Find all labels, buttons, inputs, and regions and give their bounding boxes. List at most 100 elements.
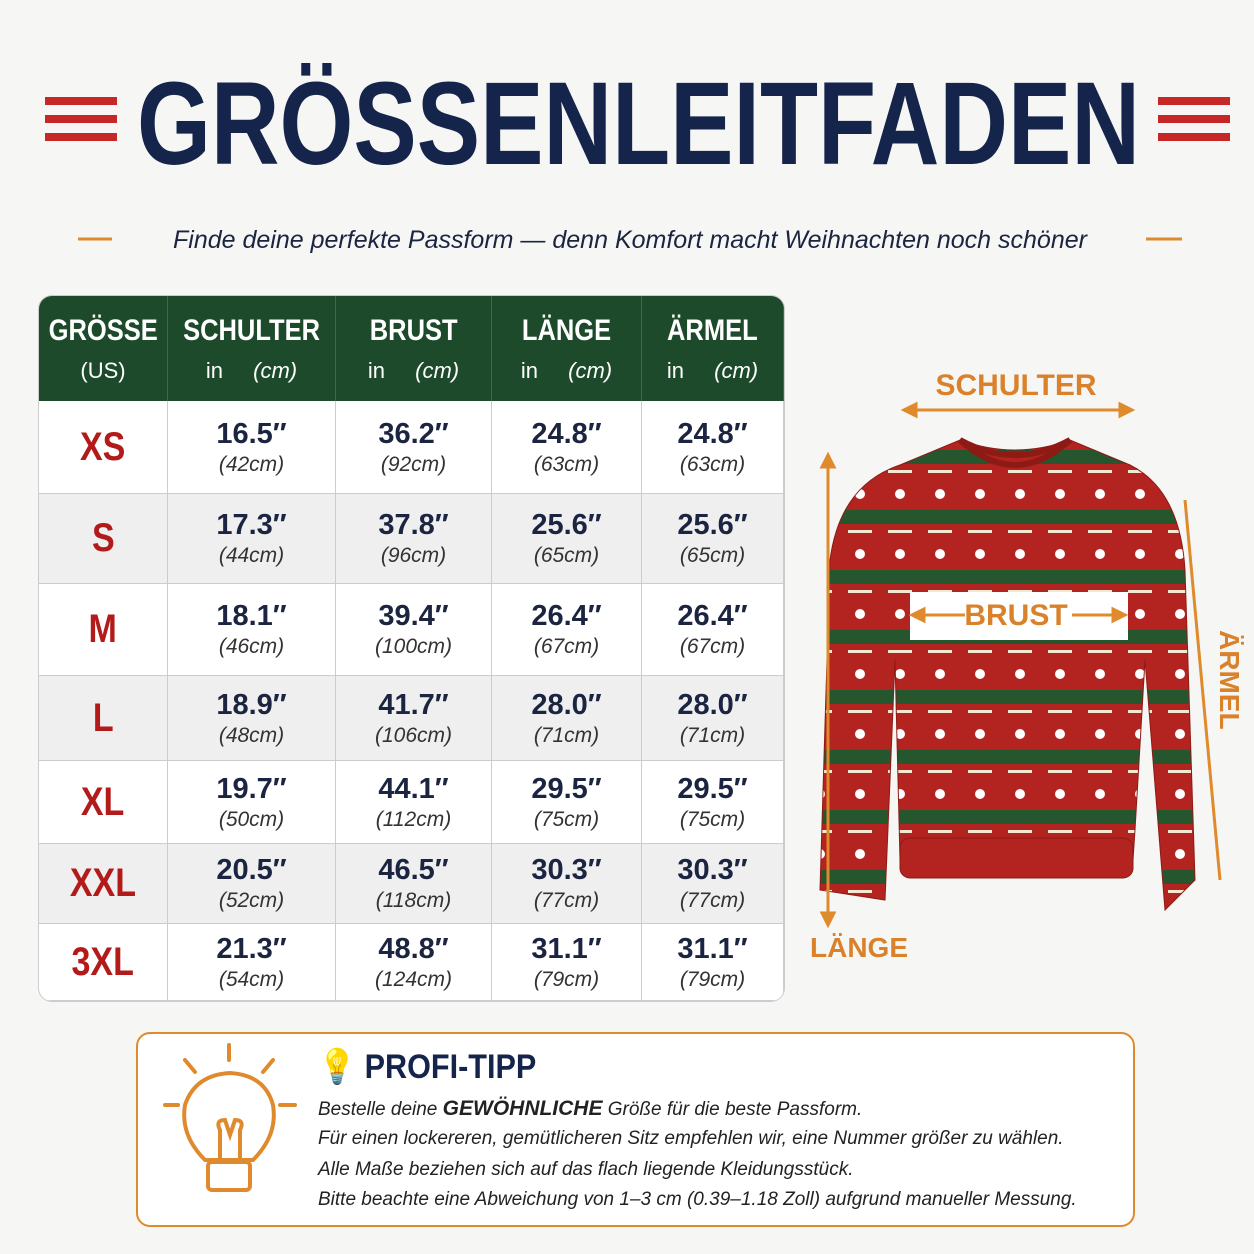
inch-value: 28.0″: [677, 688, 748, 721]
tip-line: Bestelle deine GEWÖHNLICHE Größe für die…: [318, 1097, 862, 1121]
cm-value: (79cm): [533, 967, 600, 991]
unit: in: [367, 357, 385, 383]
measure-cell: 24.8″ (63cm): [492, 401, 642, 494]
size-label: XXL: [69, 861, 137, 905]
cm-value: (124cm): [374, 967, 453, 991]
emphasis: GEWÖHNLICHE: [442, 1097, 603, 1120]
measure-cell: 44.1″ (112cm): [336, 761, 492, 844]
cm-value: (92cm): [380, 452, 447, 476]
header-units: in (cm): [521, 358, 612, 384]
unit: (cm): [568, 357, 613, 383]
cm-value: (67cm): [533, 635, 600, 658]
tip-line: Für einen lockereren, gemütlicheren Sitz…: [318, 1128, 1064, 1149]
header: GRÖSSENLEITFADEN Finde deine perfekte Pa…: [45, 58, 1230, 254]
chest-label: BRUST: [964, 599, 1067, 632]
cm-value: (75cm): [679, 807, 746, 831]
size-cell: L: [39, 676, 168, 761]
measure-cell: 26.4″ (67cm): [642, 584, 784, 676]
measure-cell: 30.3″ (77cm): [492, 844, 642, 924]
header-label: LÄNGE: [521, 313, 612, 347]
unit: (cm): [714, 357, 759, 383]
header-units: in (cm): [368, 358, 459, 384]
header-cell: BRUST in (cm): [336, 296, 492, 401]
header-label: SCHULTER: [183, 313, 320, 347]
inch-value: 46.5″: [378, 854, 449, 886]
measure-cell: 26.4″ (67cm): [492, 584, 642, 676]
unit: in: [205, 357, 223, 383]
measure-cell: 29.5″ (75cm): [642, 761, 784, 844]
inch-value: 29.5″: [677, 772, 748, 805]
measure-cell: 24.8″ (63cm): [642, 401, 784, 494]
hem: [899, 837, 1134, 879]
unit: (US): [80, 357, 126, 383]
measure-cell: 21.3″ (54cm): [168, 924, 336, 1001]
size-label: S: [91, 516, 115, 560]
cm-value: (65cm): [679, 544, 746, 567]
tip-box: [136, 1032, 1135, 1227]
size-label: L: [92, 695, 114, 740]
tip-title: PROFI-TIPP: [364, 1048, 537, 1086]
text: Bestelle deine: [318, 1099, 443, 1120]
measure-cell: 36.2″ (92cm): [336, 401, 492, 494]
inch-value: 24.8″: [531, 417, 602, 450]
cm-value: (50cm): [218, 807, 285, 831]
title: GRÖSSENLEITFADEN: [137, 58, 1140, 190]
measure-cell: 37.8″ (96cm): [336, 494, 492, 584]
inch-value: 30.3″: [677, 854, 748, 886]
inch-value: 37.8″: [378, 509, 449, 541]
header-cell: GRÖSSE (US): [39, 296, 168, 401]
size-table: GRÖSSE (US) SCHULTER in (cm) BRUST in (cm) LÄN…: [38, 295, 785, 1002]
inch-value: 41.7″: [378, 688, 449, 721]
measure-cell: 31.1″ (79cm): [492, 924, 642, 1001]
cm-value: (77cm): [679, 889, 746, 912]
inch-value: 44.1″: [378, 772, 449, 805]
measure-cell: 18.1″ (46cm): [168, 584, 336, 676]
header-units: in (cm): [206, 358, 297, 384]
header-units: in (cm): [667, 358, 758, 384]
tip-line: Alle Maße beziehen sich auf das flach li…: [318, 1159, 854, 1180]
inch-value: 16.5″: [216, 417, 287, 450]
inch-value: 20.5″: [216, 854, 287, 886]
size-cell: XS: [39, 401, 168, 494]
size-cell: S: [39, 494, 168, 584]
measure-cell: 25.6″ (65cm): [492, 494, 642, 584]
cm-value: (46cm): [218, 635, 285, 658]
size-cell: XL: [39, 761, 168, 844]
inch-value: 28.0″: [531, 688, 602, 721]
measure-cell: 25.6″ (65cm): [642, 494, 784, 584]
inch-value: 17.3″: [216, 509, 287, 541]
measure-cell: 17.3″ (44cm): [168, 494, 336, 584]
size-cell: 3XL: [39, 924, 168, 1001]
cm-value: (100cm): [374, 635, 453, 658]
cm-value: (48cm): [218, 723, 285, 747]
measure-cell: 20.5″ (52cm): [168, 844, 336, 924]
unit: in: [520, 357, 538, 383]
cm-value: (54cm): [218, 967, 285, 991]
header-cell: LÄNGE in (cm): [492, 296, 642, 401]
inch-value: 18.9″: [216, 688, 287, 721]
inch-value: 21.3″: [216, 932, 287, 965]
cm-value: (71cm): [679, 723, 746, 747]
inch-value: 18.1″: [216, 600, 287, 632]
header-label: ÄRMEL: [667, 313, 758, 347]
cm-value: (67cm): [679, 635, 746, 658]
unit: (cm): [253, 357, 298, 383]
header-cell: ÄRMEL in (cm): [642, 296, 784, 401]
text: Größe für die beste Passform.: [602, 1099, 863, 1120]
sleeve-label: ÄRMEL: [1214, 630, 1245, 730]
header-label: GRÖSSE: [48, 313, 158, 347]
size-label: XL: [81, 779, 125, 824]
inch-value: 25.6″: [531, 509, 602, 541]
size-label: 3XL: [71, 939, 135, 984]
unit: (cm): [415, 357, 460, 383]
inch-value: 26.4″: [531, 600, 602, 632]
cm-value: (112cm): [375, 807, 452, 831]
cm-value: (106cm): [374, 723, 453, 747]
cm-value: (79cm): [679, 967, 746, 991]
cm-value: (52cm): [218, 889, 285, 912]
measure-cell: 19.7″ (50cm): [168, 761, 336, 844]
inch-value: 29.5″: [531, 772, 602, 805]
cm-value: (118cm): [375, 889, 452, 912]
measure-cell: 28.0″ (71cm): [642, 676, 784, 761]
cm-value: (96cm): [380, 544, 447, 567]
